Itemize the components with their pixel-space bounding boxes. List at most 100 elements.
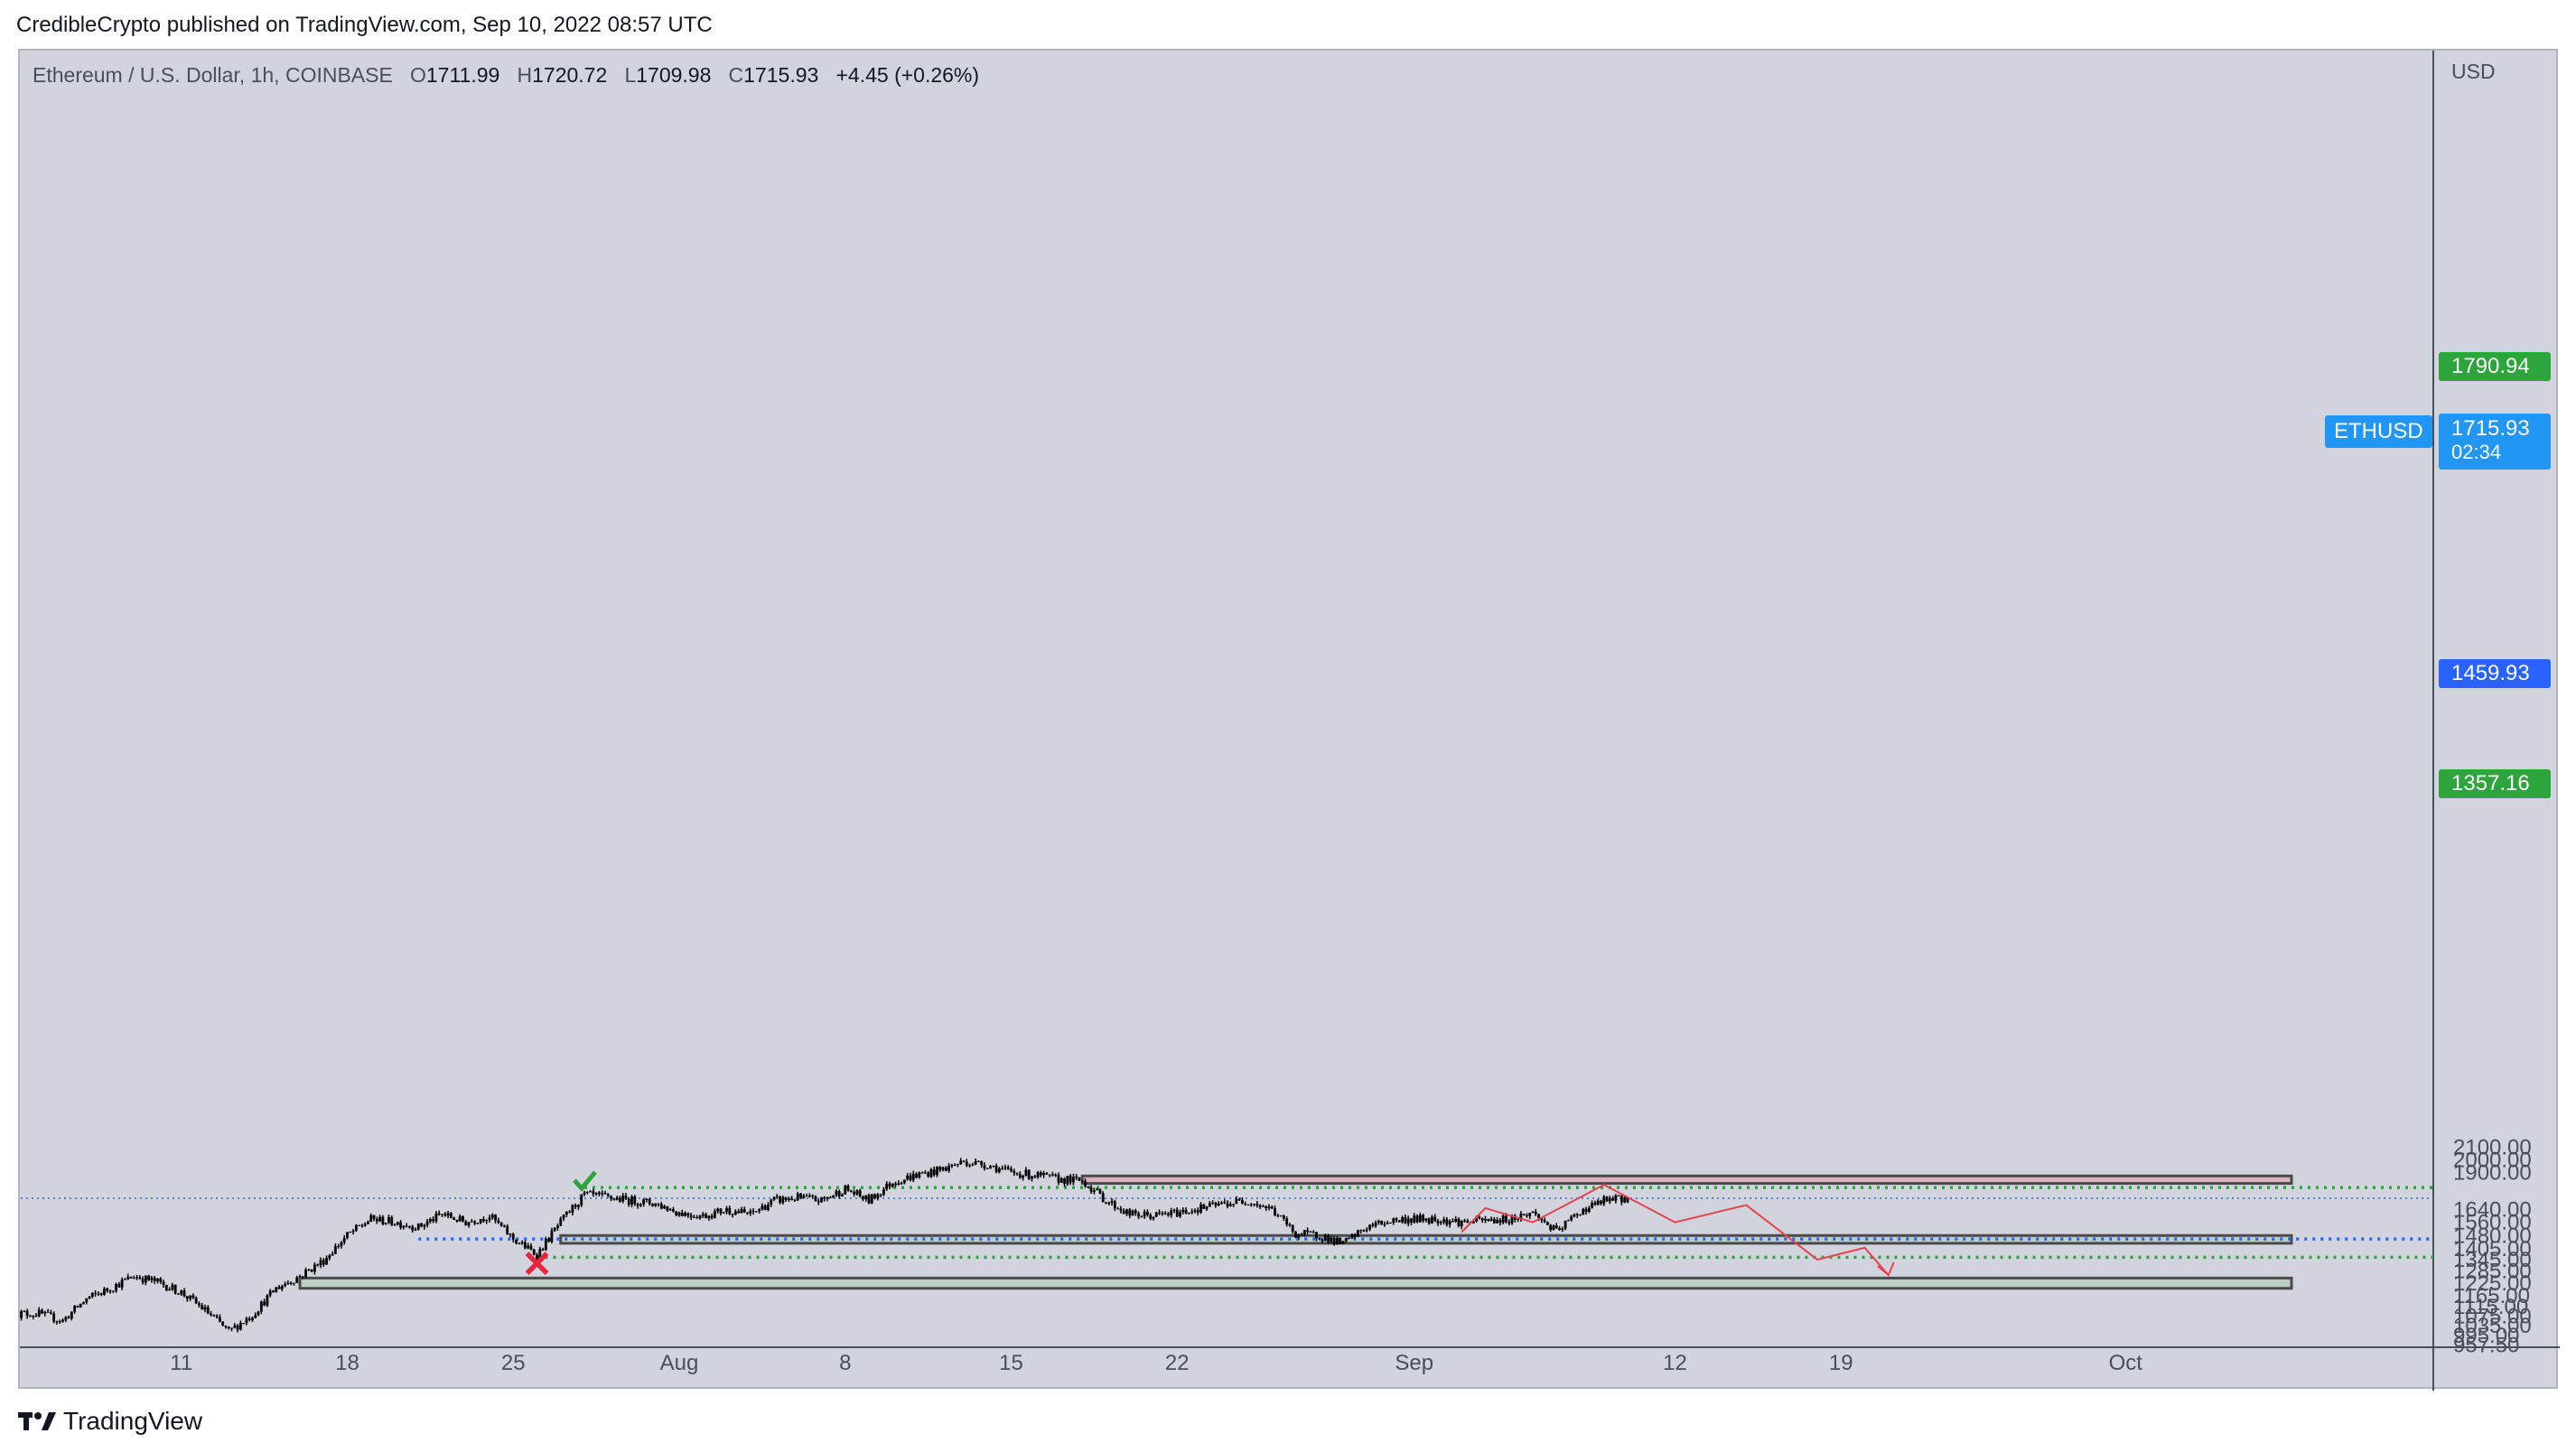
candle-body — [1410, 1218, 1413, 1223]
candle-body — [97, 1293, 100, 1295]
change-value: +4.45 (+0.26%) — [835, 63, 980, 87]
candle-body — [1267, 1206, 1271, 1208]
candle-body — [885, 1183, 889, 1189]
candle-body — [446, 1213, 450, 1216]
y-tick-label: 2100.00 — [2453, 1136, 2532, 1160]
open-value: 1711.99 — [425, 63, 500, 87]
candle-body — [817, 1201, 820, 1203]
candle-body — [1442, 1219, 1445, 1223]
candle-body — [618, 1197, 621, 1202]
candle-body — [713, 1211, 716, 1218]
candle-body — [405, 1225, 408, 1227]
candle-body — [601, 1193, 604, 1195]
candle-body — [1318, 1238, 1321, 1240]
candle-body — [198, 1303, 201, 1306]
chart-area[interactable]: 2100.00 2000.00 1900.00 1640.00 1560.00 1480.… — [18, 49, 2560, 1391]
candle-body — [1498, 1219, 1502, 1224]
candle-body — [1190, 1211, 1194, 1214]
candle-body — [1309, 1231, 1312, 1233]
candle-body — [156, 1278, 159, 1281]
candle-body — [1279, 1215, 1283, 1217]
y-tick-label: 995.00 — [2453, 1324, 2519, 1348]
candle-body — [1546, 1222, 1549, 1225]
candle-body — [25, 1311, 29, 1317]
candle-body — [117, 1283, 121, 1288]
candle-body — [1526, 1215, 1528, 1216]
candle-body — [1116, 1208, 1120, 1210]
candle-body — [1368, 1224, 1371, 1230]
candle-body — [1540, 1217, 1544, 1221]
candle-body — [728, 1207, 732, 1215]
candle-body — [1262, 1205, 1265, 1207]
candle-body — [425, 1221, 429, 1225]
candle-body — [1505, 1215, 1507, 1223]
candle-body — [1332, 1237, 1336, 1245]
candle-body — [293, 1282, 295, 1284]
candle-body — [1241, 1200, 1244, 1204]
candle-body — [23, 1311, 26, 1313]
candle-body — [651, 1204, 654, 1206]
marker-layer — [525, 1170, 597, 1276]
candle-body — [909, 1175, 912, 1180]
candle-body — [390, 1216, 394, 1225]
candle-body — [1244, 1203, 1247, 1205]
candle-body — [1113, 1201, 1116, 1209]
candle-body — [180, 1290, 183, 1295]
candle-body — [1048, 1174, 1051, 1176]
candle-body — [1291, 1224, 1294, 1232]
candle-body — [73, 1306, 77, 1312]
candle-body — [94, 1292, 97, 1294]
candle-body — [568, 1211, 571, 1213]
candle-body — [1605, 1196, 1609, 1202]
candle-body — [1353, 1234, 1357, 1237]
candle-body — [705, 1214, 707, 1219]
x-tick-label: Oct — [2109, 1351, 2143, 1375]
candle-body — [124, 1279, 126, 1280]
candle-body — [337, 1245, 341, 1247]
candle-body — [333, 1246, 337, 1254]
candle-body — [1232, 1204, 1235, 1205]
candle-body — [1519, 1214, 1523, 1219]
candle-body — [891, 1183, 894, 1187]
candle-body — [1105, 1202, 1107, 1204]
candle-body — [957, 1164, 959, 1166]
candle-body — [790, 1198, 794, 1200]
low-key: L — [624, 63, 637, 87]
candle-body — [980, 1160, 984, 1166]
candle-body — [968, 1165, 971, 1167]
candle-body — [802, 1196, 806, 1198]
y-tick-label: 1225.00 — [2453, 1271, 2532, 1296]
candle-body — [1365, 1229, 1368, 1231]
candle-body — [553, 1227, 556, 1231]
candle-body — [58, 1321, 61, 1323]
candle-body — [126, 1276, 130, 1280]
candle-body — [559, 1218, 563, 1226]
candle-body — [432, 1218, 435, 1222]
candle-body — [1480, 1218, 1484, 1221]
candle-body — [855, 1190, 859, 1195]
candle-body — [565, 1211, 568, 1215]
candle-body — [873, 1194, 876, 1198]
candle-body — [1134, 1210, 1137, 1214]
invalidation-level-tag: 1357.16 — [2439, 769, 2551, 798]
candle-body — [754, 1211, 758, 1213]
candle-body — [168, 1289, 172, 1291]
candle-body — [835, 1191, 838, 1196]
candle-body — [1125, 1209, 1128, 1215]
candle-body — [238, 1323, 242, 1330]
x-tick-label: Sep — [1395, 1351, 1433, 1375]
candle-body — [301, 1276, 304, 1278]
candle-body — [1406, 1218, 1410, 1224]
candle-body — [212, 1315, 216, 1317]
candle-body — [1078, 1177, 1081, 1181]
footer-brand[interactable]: TradingView — [18, 1405, 202, 1438]
candle-body — [844, 1186, 847, 1195]
candle-body — [1072, 1177, 1075, 1183]
candle-body — [1015, 1172, 1019, 1175]
candle-body — [453, 1217, 456, 1220]
candle-body — [236, 1325, 239, 1330]
candle-body — [965, 1161, 968, 1167]
candle-body — [135, 1277, 138, 1279]
candle-body — [837, 1191, 841, 1196]
